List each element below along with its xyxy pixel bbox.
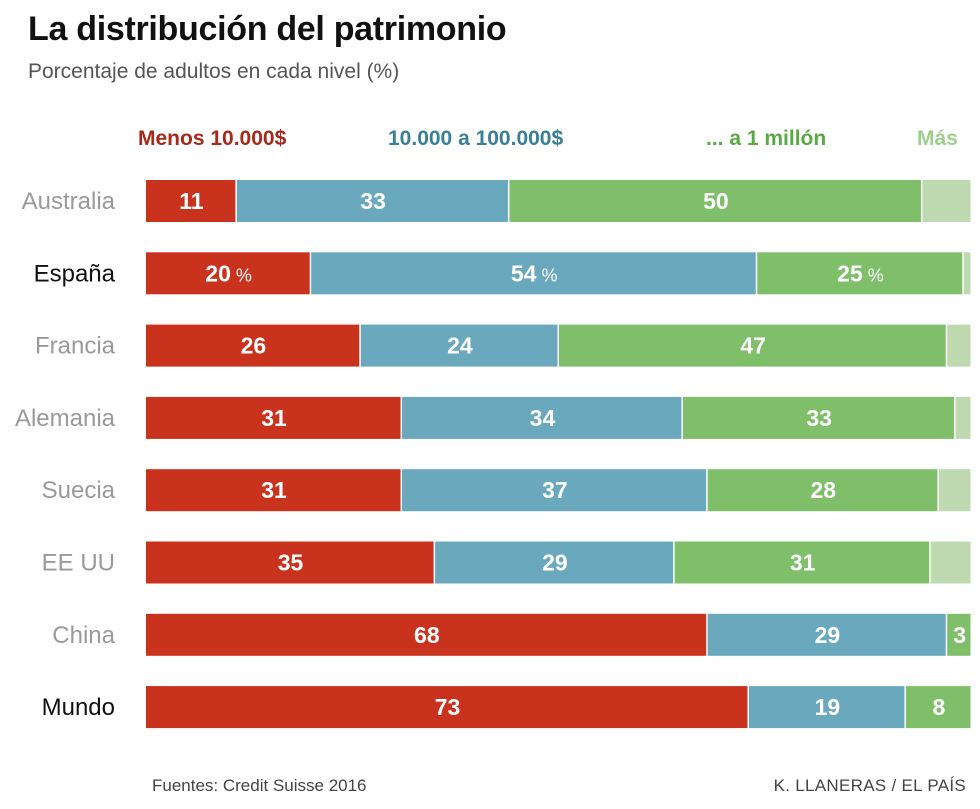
data-label-china-menos-10-000: 68 — [414, 622, 440, 648]
bar-espana-a-1-millon — [757, 252, 963, 295]
bar-china-a-1-millon — [947, 613, 971, 656]
category-label-francia: Francia — [35, 333, 116, 360]
category-label-mundo: Mundo — [42, 694, 115, 721]
data-label-espana-10-000-a-100-000: 54% — [511, 260, 558, 286]
bar-ee-uu-menos-10-000 — [146, 541, 434, 584]
bar-china-menos-10-000 — [146, 613, 707, 656]
data-label-suecia-a-1-millon: 28 — [811, 477, 837, 503]
data-label-francia-10-000-a-100-000: 24 — [447, 333, 473, 359]
bar-china-10-000-a-100-000 — [707, 613, 946, 656]
bar-francia-mas — [947, 324, 971, 367]
data-label-suecia-10-000-a-100-000: 37 — [542, 477, 568, 503]
bar-francia-menos-10-000 — [146, 324, 360, 367]
bar-australia-10-000-a-100-000 — [236, 180, 508, 222]
data-label-ee-uu-menos-10-000: 35 — [278, 550, 304, 576]
bar-australia-a-1-millon — [509, 180, 921, 222]
bar-australia-menos-10-000 — [146, 180, 236, 222]
chart-subtitle: Porcentaje de adultos en cada nivel (%) — [28, 60, 400, 83]
bar-francia-10-000-a-100-000 — [360, 324, 558, 367]
bar-alemania-menos-10-000 — [146, 396, 401, 439]
data-label-australia-menos-10-000: 11 — [179, 188, 204, 214]
data-label-espana-a-1-millon: 25% — [837, 260, 884, 286]
bar-espana-10-000-a-100-000 — [311, 252, 756, 295]
bar-ee-uu-10-000-a-100-000 — [435, 541, 674, 584]
category-label-ee-uu: EE UU — [42, 550, 115, 577]
bar-alemania-10-000-a-100-000 — [402, 396, 682, 439]
data-label-francia-menos-10-000: 26 — [241, 333, 267, 359]
data-label-mundo-10-000-a-100-000: 19 — [815, 694, 841, 720]
legend-menos-10-000: Menos 10.000$ — [138, 127, 287, 150]
category-label-australia: Australia — [22, 188, 116, 215]
data-label-china-10-000-a-100-000: 29 — [815, 622, 841, 648]
bar-suecia-10-000-a-100-000 — [402, 469, 707, 512]
data-label-espana-menos-10-000: 20% — [205, 260, 252, 286]
bar-mundo-10-000-a-100-000 — [748, 686, 905, 729]
legend-a-1-millon: ... a 1 millón — [706, 127, 826, 150]
bar-francia-a-1-millon — [559, 324, 946, 367]
category-label-espana: España — [34, 260, 116, 287]
data-label-australia-10-000-a-100-000: 33 — [360, 188, 386, 214]
bar-ee-uu-a-1-millon — [674, 541, 930, 584]
legend-10-000-a-100-000: 10.000 a 100.000$ — [388, 127, 563, 150]
chart-title: La distribución del patrimonio — [28, 10, 507, 48]
bar-mundo-menos-10-000 — [146, 686, 748, 729]
bar-espana-menos-10-000 — [146, 252, 310, 295]
data-label-ee-uu-a-1-millon: 31 — [790, 550, 816, 576]
credit-note: K. LLANERAS / EL PAÍS — [773, 776, 966, 795]
category-label-suecia: Suecia — [42, 477, 116, 504]
bar-suecia-mas — [938, 469, 971, 512]
source-note: Fuentes: Credit Suisse 2016 — [152, 776, 367, 795]
data-label-mundo-menos-10-000: 73 — [435, 694, 461, 720]
category-label-china: China — [52, 622, 115, 649]
data-label-alemania-menos-10-000: 31 — [261, 405, 287, 431]
data-label-australia-a-1-millon: 50 — [703, 188, 729, 214]
bar-mundo-a-1-millon — [905, 686, 971, 729]
data-label-suecia-menos-10-000: 31 — [261, 477, 287, 503]
bar-ee-uu-mas — [930, 541, 971, 584]
data-label-mundo-a-1-millon: 8 — [933, 694, 946, 720]
bar-suecia-a-1-millon — [707, 469, 938, 512]
bar-alemania-mas — [955, 396, 971, 439]
data-label-ee-uu-10-000-a-100-000: 29 — [542, 550, 568, 576]
bar-suecia-menos-10-000 — [146, 469, 401, 512]
bar-espana-mas — [963, 252, 971, 295]
data-label-francia-a-1-millon: 47 — [740, 333, 766, 359]
bar-alemania-a-1-millon — [682, 396, 954, 439]
stacked-bar-chart: Menos 10.000$ 10.000 a 100.000$ ... a 1 mi… — [15, 127, 971, 729]
data-label-china-a-1-millon: 3 — [953, 622, 966, 648]
category-label-alemania: Alemania — [15, 405, 116, 432]
legend-mas: Más — [917, 127, 958, 150]
data-label-alemania-a-1-millon: 33 — [806, 405, 832, 431]
data-label-alemania-10-000-a-100-000: 34 — [530, 405, 556, 431]
bar-australia-mas — [922, 180, 971, 222]
